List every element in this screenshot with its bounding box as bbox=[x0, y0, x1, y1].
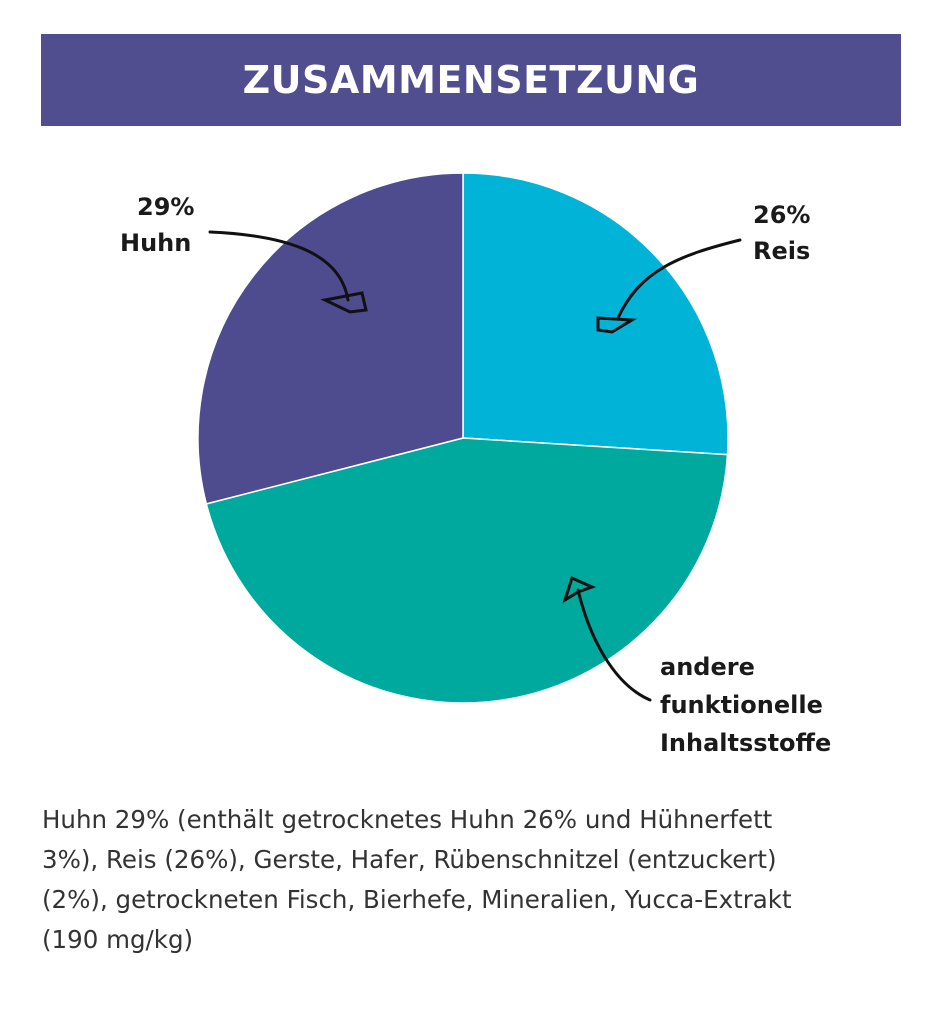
pie-slice-andere bbox=[205, 437, 729, 704]
ingredients-description: Huhn 29% (enthält getrocknetes Huhn 26% … bbox=[42, 800, 912, 960]
andere-label-line3: Inhaltsstoffe bbox=[660, 729, 832, 757]
andere-label-line2: funktionelle bbox=[660, 691, 823, 719]
pie-slice-reis bbox=[462, 172, 729, 456]
andere-arrow bbox=[576, 588, 652, 702]
huhn-arrowhead bbox=[320, 291, 368, 314]
chart-title-banner: ZUSAMMENSETZUNG bbox=[41, 34, 901, 126]
description-line: (190 mg/kg) bbox=[42, 925, 194, 954]
reis-arrow bbox=[616, 238, 742, 320]
chart-title: ZUSAMMENSETZUNG bbox=[242, 58, 700, 102]
description-line: (2%), getrockneten Fisch, Bierhefe, Mine… bbox=[42, 885, 792, 914]
description-line: Huhn 29% (enthält getrocknetes Huhn 26% … bbox=[42, 805, 773, 834]
description-line: 3%), Reis (26%), Gerste, Hafer, Rübensch… bbox=[42, 845, 777, 874]
reis-percent-label: 26% bbox=[753, 201, 811, 229]
andere-label-line1: andere bbox=[660, 653, 755, 681]
reis-arrowhead bbox=[596, 316, 637, 334]
huhn-percent-label: 29% bbox=[137, 193, 195, 221]
reis-label: Reis bbox=[753, 237, 811, 265]
huhn-arrow bbox=[208, 230, 350, 302]
andere-arrowhead bbox=[562, 575, 597, 604]
pie-slice-huhn bbox=[197, 172, 464, 505]
huhn-label: Huhn bbox=[120, 229, 192, 257]
